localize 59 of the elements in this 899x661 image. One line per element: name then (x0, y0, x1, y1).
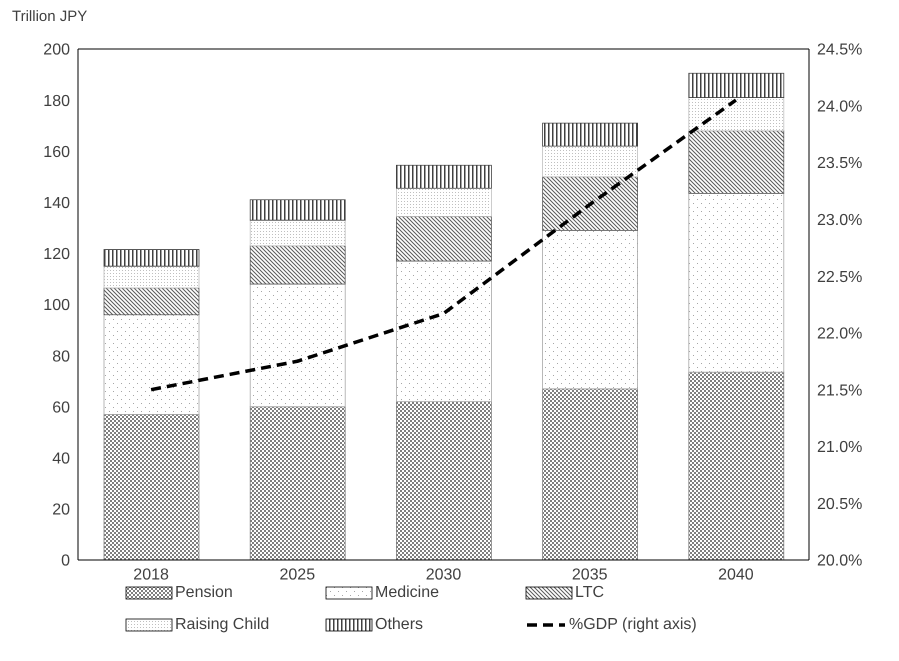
x-tick-label: 2040 (718, 566, 754, 584)
y2-tick-label: 22.0% (817, 326, 862, 343)
bar (104, 314, 200, 415)
bar (542, 176, 638, 231)
legend-label: LTC (575, 584, 604, 602)
bar (396, 216, 492, 262)
y-tick-label: 80 (52, 348, 70, 366)
y-tick-label: 160 (43, 144, 70, 161)
y-tick-label: 60 (52, 399, 70, 416)
y2-tick-label: 20.5% (817, 496, 862, 513)
bar (688, 130, 784, 194)
bar (688, 72, 784, 98)
y-tick-label: 0 (61, 552, 70, 570)
bar (688, 192, 784, 373)
y-tick-label: 180 (43, 92, 70, 110)
x-tick-label: 2030 (426, 566, 462, 584)
bar (250, 220, 346, 246)
bar (396, 401, 492, 560)
bar (542, 146, 638, 178)
bar (104, 287, 200, 316)
legend-label: Others (375, 616, 424, 634)
legend-label: %GDP (right axis) (569, 616, 697, 634)
y-tick-label: 120 (43, 246, 70, 264)
line-series (149, 98, 738, 392)
bar (250, 199, 346, 221)
bar (250, 284, 346, 408)
y-axis-title: Trillion JPY (12, 8, 88, 27)
bar (396, 260, 492, 402)
x-tick-label: 2018 (133, 566, 169, 584)
y-tick-label: 40 (52, 450, 70, 468)
y2-tick-label: 20.0% (817, 552, 862, 570)
bar (542, 122, 638, 146)
y2-tick-label: 21.0% (817, 439, 862, 456)
y-tick-label: 200 (43, 42, 70, 59)
bar (396, 164, 492, 189)
y-tick-label: 100 (43, 297, 70, 314)
y2-tick-label: 24.0% (817, 98, 862, 116)
legend-label: Pension (175, 584, 233, 602)
bar (542, 388, 638, 560)
x-tick-label: 2035 (572, 566, 608, 584)
bar (104, 249, 200, 267)
bar (396, 188, 492, 217)
y2-tick-label: 23.0% (817, 212, 862, 230)
bar (688, 372, 784, 560)
y2-tick-label: 22.5% (817, 268, 862, 286)
bar (104, 266, 200, 288)
bar (104, 414, 200, 560)
y-tick-label: 140 (43, 194, 70, 212)
y2-tick-label: 21.5% (817, 382, 862, 400)
legend-label: Raising Child (175, 616, 270, 634)
y-tick-label: 20 (52, 502, 70, 519)
legend-label: Medicine (375, 584, 440, 602)
y2-tick-label: 24.5% (817, 42, 862, 59)
x-tick-label: 2025 (280, 566, 316, 584)
bar (250, 406, 346, 560)
bar (542, 230, 638, 390)
bar (250, 245, 346, 284)
bar (688, 97, 784, 132)
y2-tick-label: 23.5% (817, 155, 862, 172)
